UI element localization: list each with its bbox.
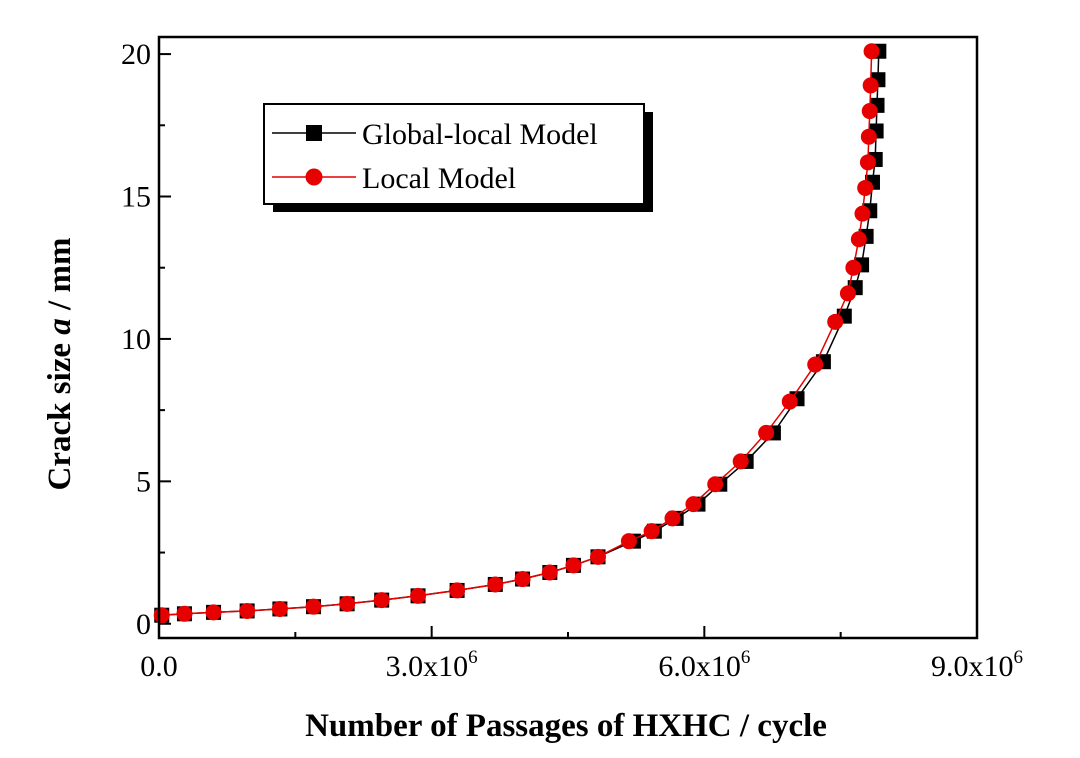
data-point	[863, 43, 880, 60]
data-point	[643, 523, 660, 540]
data-point	[339, 595, 356, 612]
y-tick-label: 15	[121, 181, 151, 214]
y-axis-title: Crack size a / mm	[42, 238, 78, 491]
legend-marker-square	[306, 125, 322, 141]
x-tick-mantissa: 0.0	[140, 650, 178, 683]
data-point	[862, 77, 879, 94]
y-axis-title-unit: / mm	[42, 238, 78, 319]
y-tick-label: 5	[136, 465, 151, 498]
legend-label-local: Local Model	[362, 162, 516, 195]
legend: Global-local Model Local Model	[263, 103, 653, 212]
series-local	[153, 43, 880, 624]
x-tick-exponent: 6	[1014, 647, 1024, 668]
data-point	[664, 510, 681, 527]
legend-label-global-local: Global-local Model	[362, 118, 598, 151]
data-point	[827, 313, 844, 330]
data-point	[589, 548, 606, 565]
data-point	[153, 607, 170, 624]
data-point	[565, 557, 582, 574]
data-point	[857, 179, 874, 196]
series-layer	[153, 43, 887, 624]
legend-box	[263, 103, 645, 205]
x-tick-label: 3.0x106	[386, 647, 478, 683]
y-axis-title-prefix: Crack size	[42, 335, 78, 491]
data-point	[758, 424, 775, 441]
x-tick-label: 0.0	[140, 650, 178, 683]
y-axis-title-variable: a	[42, 318, 78, 335]
x-tick-exponent: 6	[468, 647, 478, 668]
y-tick-label: 20	[121, 38, 151, 71]
data-point	[839, 285, 856, 302]
legend-marker-circle	[305, 168, 323, 186]
data-point	[707, 476, 724, 493]
x-tick-mantissa: 3.0x10	[386, 650, 469, 683]
plot-frame	[157, 35, 979, 640]
data-point	[239, 602, 256, 619]
data-point	[514, 571, 531, 588]
data-point	[541, 564, 558, 581]
x-tick-mantissa: 6.0x10	[658, 650, 741, 683]
data-point	[861, 103, 878, 120]
x-tick-label: 9.0x106	[931, 647, 1023, 683]
data-point	[410, 587, 427, 604]
data-point	[732, 453, 749, 470]
data-point	[176, 605, 193, 622]
x-tick-labels: 0.0 3.0x106 6.0x106 9.0x106	[140, 647, 1023, 683]
data-point	[845, 259, 862, 276]
data-point	[487, 576, 504, 593]
data-point	[373, 592, 390, 609]
data-point	[807, 356, 824, 373]
data-point	[620, 533, 637, 550]
data-point	[854, 205, 871, 222]
data-point	[859, 154, 876, 171]
y-tick-label: 0	[136, 608, 151, 641]
y-tick-labels: 0 5 10 15 20	[121, 38, 151, 641]
data-point	[860, 128, 877, 145]
x-tick-exponent: 6	[741, 647, 751, 668]
data-point	[271, 600, 288, 617]
data-point	[685, 496, 702, 513]
x-tick-mantissa: 9.0x10	[931, 650, 1014, 683]
data-point	[305, 598, 322, 615]
data-point	[205, 604, 222, 621]
x-tick-label: 6.0x106	[658, 647, 750, 683]
data-point	[850, 231, 867, 248]
x-axis-title: Number of Passages of HXHC / cycle	[305, 708, 827, 744]
data-point	[449, 582, 466, 599]
y-tick-label: 10	[121, 323, 151, 356]
data-point	[781, 393, 798, 410]
